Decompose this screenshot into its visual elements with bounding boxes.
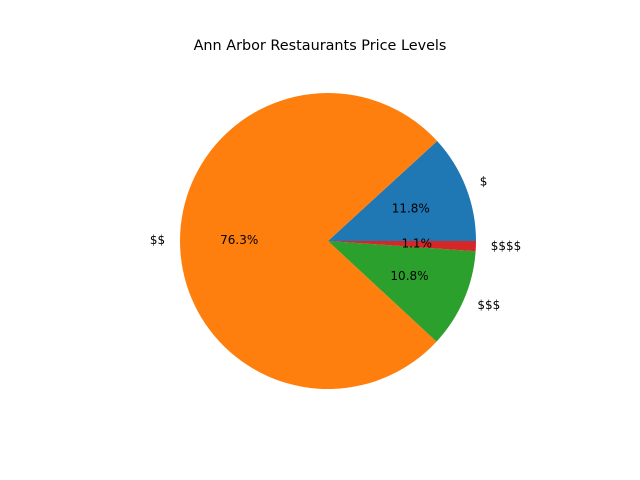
slice-percent-3: 10.8% — [390, 269, 428, 283]
pie-slices — [180, 93, 476, 389]
pie-slice-1 — [328, 141, 476, 241]
chart-title: Ann Arbor Restaurants Price Levels — [194, 38, 447, 54]
slice-percent-4: 1.1% — [401, 237, 432, 251]
slice-percent-1: 11.8% — [392, 201, 430, 215]
pie-slice-2 — [180, 93, 438, 389]
slice-label-2: $$ — [150, 233, 165, 247]
slice-label-1: $ — [480, 175, 488, 189]
pie-slice-4 — [328, 241, 476, 252]
slice-percent-2: 76.3% — [220, 233, 258, 247]
slice-label-4: $$$$ — [491, 239, 522, 253]
pie-labels: $11.8% $$ 76.3% $$$ 10.8% $$$$ 1.1% — [150, 175, 521, 313]
slice-label-3: $$$ — [477, 298, 500, 312]
pie-slice-3 — [328, 241, 476, 342]
